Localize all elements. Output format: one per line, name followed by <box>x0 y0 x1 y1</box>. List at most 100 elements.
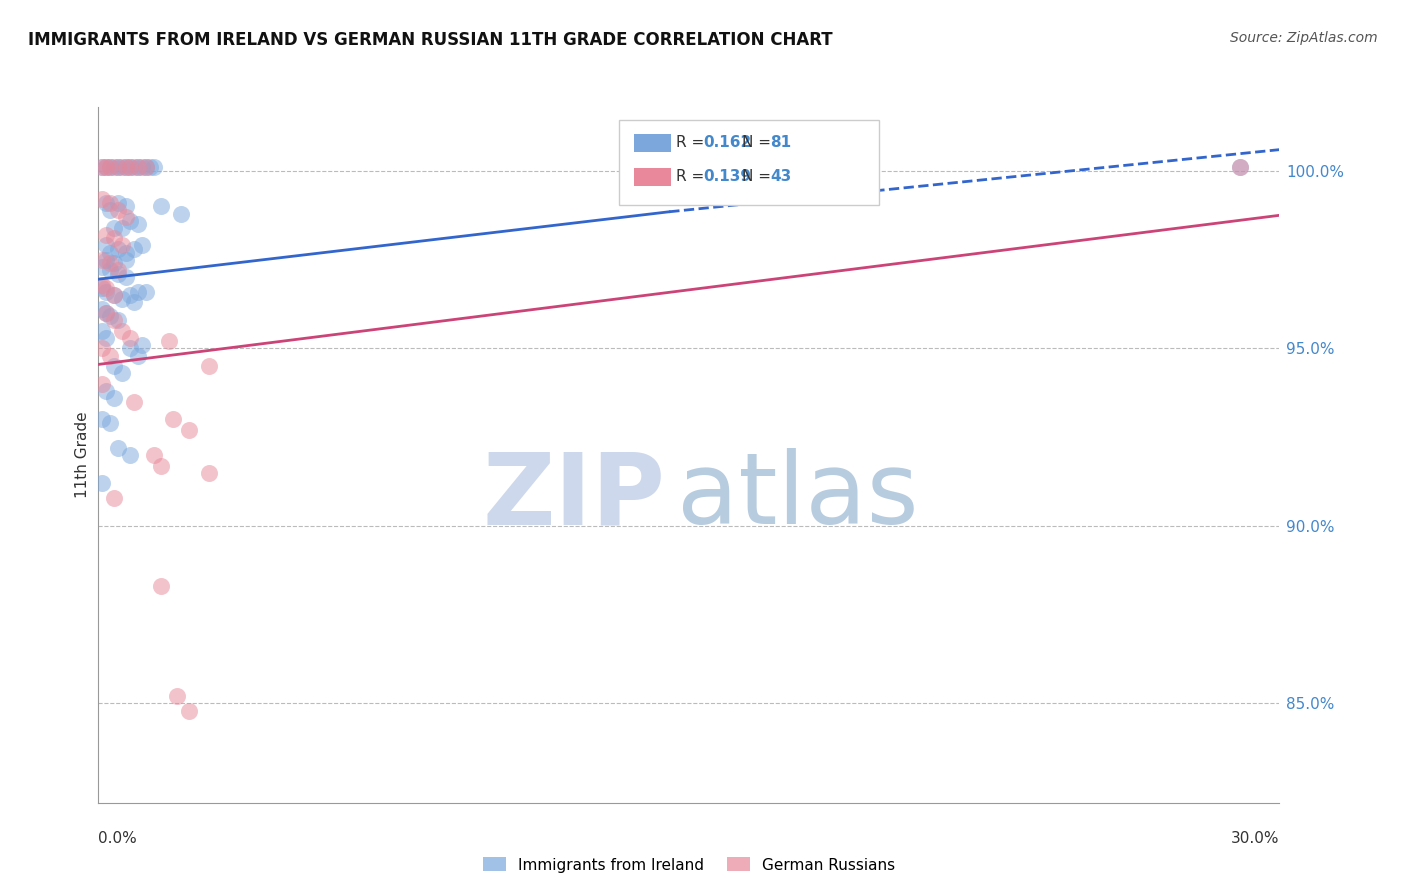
Point <box>103 288 125 302</box>
Point <box>107 263 129 277</box>
Point <box>103 256 125 270</box>
Point <box>111 324 134 338</box>
Point <box>127 285 149 299</box>
Point <box>115 161 138 175</box>
Point <box>1229 161 1251 175</box>
Text: IMMIGRANTS FROM IRELAND VS GERMAN RUSSIAN 11TH GRADE CORRELATION CHART: IMMIGRANTS FROM IRELAND VS GERMAN RUSSIA… <box>28 31 832 49</box>
Point <box>111 366 134 380</box>
Point <box>115 161 138 175</box>
Point <box>96 227 118 242</box>
Point <box>107 202 129 217</box>
Point <box>91 161 114 175</box>
Point <box>91 302 114 317</box>
Text: Source: ZipAtlas.com: Source: ZipAtlas.com <box>1230 31 1378 45</box>
Point <box>91 252 114 267</box>
Point <box>96 238 118 252</box>
Point <box>122 242 145 256</box>
Point <box>150 458 173 473</box>
Point <box>96 161 118 175</box>
Point <box>103 313 125 327</box>
Point <box>131 161 153 175</box>
Point <box>103 491 125 505</box>
Point <box>96 281 118 295</box>
Point <box>111 238 134 252</box>
Text: 0.0%: 0.0% <box>98 830 138 846</box>
Point <box>127 349 149 363</box>
Point <box>170 206 193 220</box>
Point <box>107 441 129 455</box>
Point <box>135 161 157 175</box>
Point <box>115 270 138 285</box>
Point <box>127 161 149 175</box>
Point <box>98 416 121 430</box>
Point <box>103 220 125 235</box>
Point <box>98 349 121 363</box>
Point <box>103 359 125 374</box>
Point <box>111 220 134 235</box>
Text: 0.139: 0.139 <box>703 169 751 184</box>
Point <box>107 195 129 210</box>
Point <box>111 292 134 306</box>
Point <box>115 245 138 260</box>
Point <box>107 242 129 256</box>
Point <box>103 288 125 302</box>
Point <box>118 342 141 356</box>
Point <box>96 306 118 320</box>
Point <box>122 161 145 175</box>
Point <box>135 161 157 175</box>
Point <box>96 195 118 210</box>
Point <box>98 161 121 175</box>
Point <box>96 306 118 320</box>
Point <box>177 423 200 437</box>
Point <box>96 331 118 345</box>
Point <box>98 263 121 277</box>
Point <box>98 256 121 270</box>
Point <box>91 324 114 338</box>
Point <box>115 199 138 213</box>
Point <box>150 579 173 593</box>
Point <box>122 295 145 310</box>
Point <box>91 376 114 391</box>
Point <box>103 161 125 175</box>
Point <box>96 285 118 299</box>
Point <box>131 238 153 252</box>
Point <box>98 195 121 210</box>
Text: 0.162: 0.162 <box>703 136 751 150</box>
Point <box>157 334 180 349</box>
Point <box>118 288 141 302</box>
Point <box>91 412 114 426</box>
Point <box>197 359 219 374</box>
Point <box>166 690 188 704</box>
Point <box>131 338 153 352</box>
Point <box>98 202 121 217</box>
Point <box>177 704 200 718</box>
Point <box>122 394 145 409</box>
Point <box>118 213 141 227</box>
Point <box>197 466 219 480</box>
Point <box>91 192 114 206</box>
Point <box>142 161 165 175</box>
Legend: Immigrants from Ireland, German Russians: Immigrants from Ireland, German Russians <box>477 851 901 879</box>
Y-axis label: 11th Grade: 11th Grade <box>75 411 90 499</box>
Point <box>1229 161 1251 175</box>
Point <box>107 267 129 281</box>
Point <box>127 217 149 231</box>
Point <box>91 260 114 274</box>
Point <box>91 476 114 491</box>
Point <box>96 252 118 267</box>
Point <box>98 161 121 175</box>
Point <box>91 342 114 356</box>
Text: 30.0%: 30.0% <box>1232 830 1279 846</box>
Text: 43: 43 <box>770 169 792 184</box>
Point <box>98 245 121 260</box>
Text: atlas: atlas <box>678 448 918 545</box>
Point <box>107 313 129 327</box>
Point <box>127 161 149 175</box>
Text: N =: N = <box>742 136 776 150</box>
Point <box>162 412 184 426</box>
Point <box>118 161 141 175</box>
Text: R =: R = <box>676 136 710 150</box>
Point <box>98 310 121 324</box>
Text: N =: N = <box>742 169 776 184</box>
Point <box>150 199 173 213</box>
